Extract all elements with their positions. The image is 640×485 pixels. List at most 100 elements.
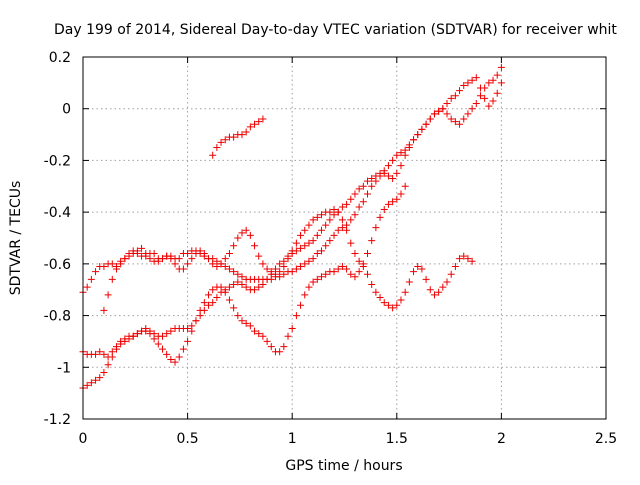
data-point (334, 226, 342, 234)
data-point (267, 343, 275, 351)
data-point (468, 76, 476, 84)
data-point (112, 345, 120, 353)
data-point (464, 255, 472, 263)
data-point (121, 337, 129, 345)
data-point (326, 208, 334, 216)
data-point (284, 332, 292, 340)
data-point (100, 262, 108, 270)
data-point (288, 325, 296, 332)
data-point (142, 250, 150, 258)
data-point (456, 255, 464, 263)
data-point (414, 131, 422, 139)
x-tick-label: 0 (79, 431, 88, 447)
data-point (322, 270, 330, 278)
data-point (305, 283, 313, 291)
data-point (464, 110, 472, 118)
data-point (460, 81, 468, 89)
data-point (489, 76, 497, 84)
data-point (347, 239, 355, 247)
data-point (364, 270, 372, 278)
data-point (280, 270, 288, 278)
data-point (389, 304, 397, 312)
x-axis-label: GPS time / hours (285, 458, 402, 474)
y-tick-label: 0.2 (49, 50, 71, 66)
data-point (468, 105, 476, 113)
data-point (200, 299, 208, 307)
data-point (167, 327, 175, 335)
data-point (364, 177, 372, 185)
data-point (288, 268, 296, 276)
y-tick-label: 0 (62, 102, 71, 118)
data-point (129, 332, 137, 340)
data-point (246, 231, 254, 239)
data-point (213, 144, 221, 151)
data-point (196, 306, 204, 314)
data-point (242, 226, 250, 234)
data-point (301, 260, 309, 268)
data-point (158, 332, 166, 340)
data-point (121, 255, 129, 263)
data-point (179, 345, 187, 353)
data-point (351, 250, 359, 258)
data-point (158, 345, 166, 353)
data-point (108, 353, 116, 361)
data-point (430, 110, 438, 118)
data-point (443, 278, 451, 286)
y-tick-labels: 0.2 0 -0.2 -0.4 -0.6 -0.8 -1 -1.2 (44, 50, 71, 428)
data-point (150, 250, 158, 258)
grid (83, 57, 606, 419)
y-tick-label: -0.8 (44, 309, 71, 325)
data-point (368, 182, 376, 190)
data-point (384, 172, 392, 180)
data-point (230, 304, 238, 312)
data-point (351, 273, 359, 281)
data-point (92, 268, 100, 276)
data-point (338, 203, 346, 211)
data-point (309, 216, 317, 224)
data-point (133, 330, 141, 338)
data-point (217, 283, 225, 291)
data-point (154, 340, 162, 348)
data-point (108, 275, 116, 283)
data-point (401, 288, 409, 296)
data-point (443, 110, 451, 118)
data-point (246, 123, 254, 131)
data-point (372, 224, 380, 232)
data-point (338, 262, 346, 270)
data-point (476, 84, 484, 92)
data-point (355, 185, 363, 193)
data-point (301, 226, 309, 234)
data-point (443, 100, 451, 108)
data-point (418, 265, 426, 273)
data-point (163, 330, 171, 338)
data-point (230, 281, 238, 289)
data-point (276, 268, 284, 276)
data-point (447, 115, 455, 123)
data-point (393, 195, 401, 203)
data-point (230, 133, 238, 141)
data-point (221, 136, 229, 144)
data-point (347, 270, 355, 278)
y-tick-label: -0.4 (44, 205, 71, 221)
data-point (196, 247, 204, 255)
data-point (359, 198, 367, 206)
data-point (234, 234, 242, 242)
data-point (184, 337, 192, 345)
data-point (288, 247, 296, 255)
data-points (79, 63, 505, 392)
axis-ticks (82, 56, 607, 420)
data-point (230, 242, 238, 250)
data-point (372, 288, 380, 296)
data-point (384, 162, 392, 170)
data-point (322, 221, 330, 229)
data-point (184, 260, 192, 268)
data-point (238, 317, 246, 325)
data-point (405, 278, 413, 286)
data-point (221, 255, 229, 263)
data-point (100, 368, 108, 376)
data-point (305, 221, 313, 229)
data-point (125, 250, 133, 258)
data-point (83, 381, 91, 389)
data-point (251, 242, 259, 250)
